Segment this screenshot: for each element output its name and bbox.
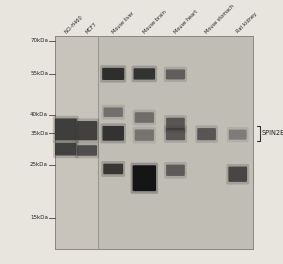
FancyBboxPatch shape <box>135 112 154 123</box>
FancyBboxPatch shape <box>53 116 79 143</box>
Text: 70kDa: 70kDa <box>30 39 48 43</box>
FancyBboxPatch shape <box>166 165 185 176</box>
Text: Rat kidney: Rat kidney <box>236 12 258 34</box>
FancyBboxPatch shape <box>55 118 77 140</box>
FancyBboxPatch shape <box>75 143 99 158</box>
FancyBboxPatch shape <box>133 110 156 125</box>
FancyBboxPatch shape <box>102 126 124 141</box>
FancyBboxPatch shape <box>164 67 187 82</box>
Bar <box>55 36 98 249</box>
FancyBboxPatch shape <box>131 163 158 194</box>
FancyBboxPatch shape <box>226 164 249 185</box>
FancyBboxPatch shape <box>195 125 218 143</box>
Text: Mouse heart: Mouse heart <box>173 9 199 34</box>
FancyBboxPatch shape <box>135 130 154 141</box>
FancyBboxPatch shape <box>77 145 97 156</box>
Text: 40kDa: 40kDa <box>30 112 48 117</box>
FancyBboxPatch shape <box>133 127 156 144</box>
FancyBboxPatch shape <box>229 130 246 140</box>
FancyBboxPatch shape <box>197 128 216 140</box>
FancyBboxPatch shape <box>164 162 187 179</box>
Text: 35kDa: 35kDa <box>30 131 48 136</box>
FancyBboxPatch shape <box>55 143 76 155</box>
Text: MCF7: MCF7 <box>85 21 98 34</box>
FancyBboxPatch shape <box>164 115 187 133</box>
Text: Mouse liver: Mouse liver <box>111 10 135 34</box>
FancyBboxPatch shape <box>102 105 125 120</box>
FancyBboxPatch shape <box>134 68 155 80</box>
Text: SPIN2B: SPIN2B <box>261 130 283 136</box>
FancyBboxPatch shape <box>132 165 156 191</box>
FancyBboxPatch shape <box>104 107 123 117</box>
FancyBboxPatch shape <box>227 127 248 142</box>
Text: Mouse stomach: Mouse stomach <box>205 3 236 34</box>
Bar <box>98 36 253 249</box>
FancyBboxPatch shape <box>164 125 187 143</box>
FancyBboxPatch shape <box>102 68 124 80</box>
FancyBboxPatch shape <box>166 118 185 130</box>
FancyBboxPatch shape <box>77 121 97 140</box>
FancyBboxPatch shape <box>100 123 126 143</box>
Text: 25kDa: 25kDa <box>30 163 48 167</box>
FancyBboxPatch shape <box>101 161 125 177</box>
Text: 15kDa: 15kDa <box>30 215 48 220</box>
FancyBboxPatch shape <box>75 118 99 143</box>
FancyBboxPatch shape <box>53 140 78 158</box>
FancyBboxPatch shape <box>166 69 185 79</box>
FancyBboxPatch shape <box>100 65 126 83</box>
FancyBboxPatch shape <box>103 164 123 174</box>
Text: NCI-H460: NCI-H460 <box>64 14 84 34</box>
FancyBboxPatch shape <box>132 65 157 82</box>
Text: 55kDa: 55kDa <box>30 72 48 76</box>
Text: Mouse brain: Mouse brain <box>142 9 168 34</box>
FancyBboxPatch shape <box>166 128 185 140</box>
FancyBboxPatch shape <box>228 167 247 182</box>
